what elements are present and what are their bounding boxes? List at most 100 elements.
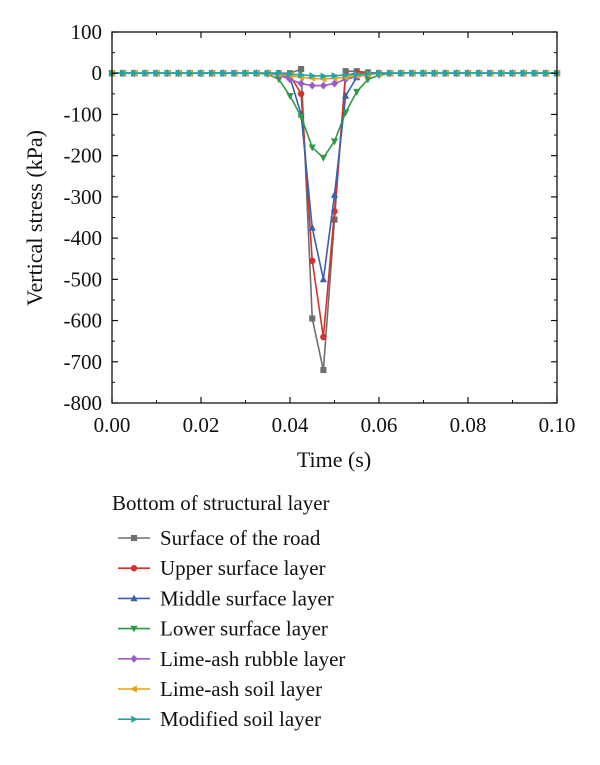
legend-item: Lime-ash rubble layer	[118, 647, 345, 671]
data-point	[342, 71, 350, 79]
data-point	[298, 71, 306, 79]
x-tick-label: 0.06	[361, 413, 398, 437]
legend-label: Surface of the road	[160, 526, 321, 550]
data-point	[319, 81, 327, 90]
data-point	[231, 69, 239, 77]
data-point	[531, 69, 539, 77]
data-point	[331, 72, 339, 80]
data-point	[142, 69, 150, 77]
data-point	[387, 69, 395, 77]
data-point	[353, 70, 361, 79]
data-point	[297, 90, 305, 98]
data-point	[330, 79, 339, 88]
legend-label: Lower surface layer	[160, 617, 328, 641]
data-point	[364, 76, 372, 84]
data-point	[498, 69, 506, 77]
data-point	[319, 275, 327, 283]
data-point	[275, 69, 283, 77]
series-7	[109, 69, 561, 80]
data-point	[476, 69, 484, 77]
data-point	[520, 69, 528, 77]
data-point	[297, 79, 305, 88]
legend-label: Upper surface layer	[160, 556, 326, 580]
data-point	[308, 223, 316, 231]
series-line	[112, 72, 557, 281]
y-tick-label: 0	[92, 61, 103, 85]
legend-label: Modified soil layer	[160, 707, 321, 731]
data-point	[342, 109, 350, 117]
legend-marker	[130, 534, 138, 542]
data-point	[453, 69, 461, 77]
legend-label: Lime-ash rubble layer	[160, 647, 345, 671]
legend-label: Middle surface layer	[160, 586, 334, 610]
y-tick-label: -500	[64, 267, 103, 291]
y-tick-label: -100	[64, 102, 103, 126]
data-point	[420, 69, 428, 77]
axes-layer: 0.00 0.02 0.04 0.06 0.08 0.10 -800 -700 -600 -500…	[64, 20, 576, 437]
data-point	[431, 69, 439, 77]
y-axis-title: Vertical stress (kPa)	[22, 130, 47, 306]
data-point	[209, 69, 217, 77]
legend-item: Modified soil layer	[118, 707, 321, 731]
data-point	[509, 69, 517, 77]
x-tick-label: 0.08	[450, 413, 487, 437]
y-tick-label: -700	[64, 350, 103, 374]
data-point	[120, 69, 128, 77]
data-point	[164, 69, 172, 77]
data-point	[542, 69, 550, 77]
data-point	[319, 154, 327, 162]
legend-marker	[130, 625, 138, 633]
data-point	[220, 69, 228, 77]
data-point	[287, 70, 294, 78]
data-point	[253, 69, 261, 77]
data-point	[330, 190, 339, 198]
legend-marker	[130, 564, 138, 572]
x-tick-label: 0.02	[183, 413, 220, 437]
data-point	[309, 315, 316, 322]
series-layer	[108, 66, 561, 374]
data-point	[275, 76, 283, 84]
legend-label: Lime-ash soil layer	[160, 677, 322, 701]
data-point	[175, 69, 183, 77]
y-tick-label: -400	[64, 226, 103, 250]
data-point	[353, 88, 361, 96]
data-point	[320, 366, 327, 374]
series-2	[286, 69, 383, 341]
x-axis-title: Time (s)	[297, 447, 371, 472]
series-3	[108, 69, 561, 283]
data-point	[487, 69, 495, 77]
data-point	[342, 91, 350, 99]
data-point	[308, 144, 316, 152]
data-point	[242, 69, 250, 77]
x-tick-label: 0.04	[272, 413, 309, 437]
data-point	[186, 69, 194, 77]
data-point	[364, 70, 372, 78]
y-tick-label: -200	[64, 144, 103, 168]
legend-marker	[130, 685, 137, 693]
x-tick-label: 0.00	[94, 413, 131, 437]
y-tick-label: -600	[64, 309, 103, 333]
data-point	[342, 68, 349, 75]
legend-item: Upper surface layer	[118, 556, 326, 580]
data-point	[264, 69, 272, 77]
data-point	[442, 69, 450, 77]
y-tick-label: -800	[64, 391, 103, 415]
legend: Surface of the road Upper surface layer Mi…	[118, 526, 345, 731]
data-point	[198, 69, 205, 77]
legend-title: Bottom of structural layer	[112, 491, 330, 515]
legend-marker	[130, 654, 138, 663]
data-point	[409, 69, 417, 77]
y-tick-label: 100	[71, 20, 103, 44]
data-point	[465, 69, 472, 77]
data-point	[153, 69, 161, 77]
data-point	[297, 113, 305, 121]
x-tick-label: 0.10	[539, 413, 576, 437]
data-point	[320, 72, 328, 80]
legend-item: Middle surface layer	[118, 586, 334, 610]
data-point	[131, 69, 139, 77]
legend-item: Lower surface layer	[118, 617, 328, 641]
legend-marker	[130, 594, 138, 602]
legend-item: Lime-ash soil layer	[118, 677, 322, 701]
y-tick-label: -300	[64, 185, 103, 209]
